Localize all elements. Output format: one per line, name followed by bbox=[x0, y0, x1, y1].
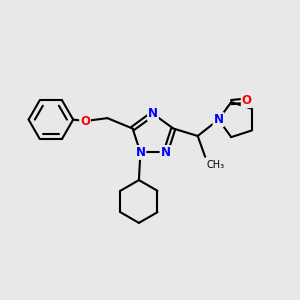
Text: N: N bbox=[135, 146, 146, 159]
Text: O: O bbox=[242, 94, 252, 107]
Text: CH₃: CH₃ bbox=[207, 160, 225, 170]
Text: N: N bbox=[148, 107, 158, 120]
Text: N: N bbox=[214, 113, 224, 126]
Text: N: N bbox=[160, 146, 171, 159]
Text: O: O bbox=[80, 115, 90, 128]
